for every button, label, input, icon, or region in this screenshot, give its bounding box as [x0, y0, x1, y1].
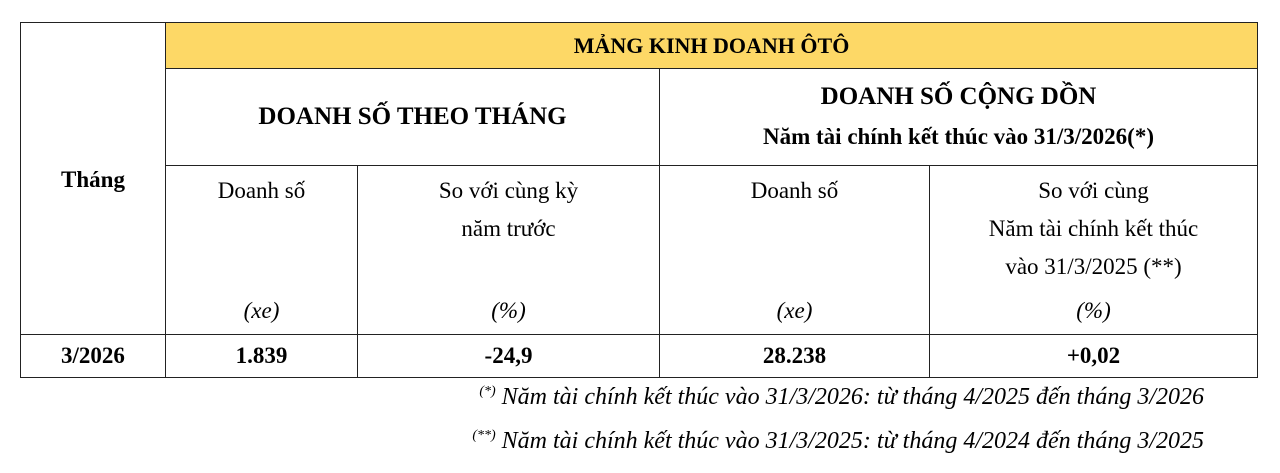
cell-monthly-sales: 1.839: [165, 334, 358, 378]
column-label-line3: vào 31/3/2025 (**): [1005, 254, 1182, 279]
cumulative-subtitle: Năm tài chính kết thúc vào 31/3/2026(*): [763, 124, 1154, 149]
footnote-mark: (*): [479, 384, 496, 399]
column-label: Doanh số: [217, 178, 306, 203]
column-unit: (%): [1076, 298, 1111, 323]
footnote-text: Năm tài chính kết thúc vào 31/3/2026: từ…: [495, 384, 1204, 410]
cell-cumulative-sales: 28.238: [659, 334, 930, 378]
column-label: Doanh số: [750, 178, 839, 203]
month-header: Tháng: [20, 22, 166, 335]
column-unit: (xe): [776, 298, 813, 323]
cell-cumulative-yoy: +0,02: [929, 334, 1258, 378]
cumulative-title: DOANH SỐ CỘNG DỒN: [820, 83, 1097, 110]
column-label: So với cùng: [1038, 178, 1149, 203]
column-label-line2: Năm tài chính kết thúc: [988, 216, 1199, 241]
column-header-monthly-yoy: So với cùng kỳ năm trước (%): [357, 165, 660, 335]
cell-month: 3/2026: [20, 334, 166, 378]
column-unit: (xe): [243, 298, 280, 323]
column-header-monthly-sales: Doanh số (xe): [165, 165, 358, 335]
column-header-cumulative-yoy: So với cùng Năm tài chính kết thúc vào 31/…: [929, 165, 1258, 335]
column-header-cumulative-sales: Doanh số (xe): [659, 165, 930, 335]
segment-title: MẢNG KINH DOANH ÔTÔ: [165, 22, 1258, 69]
footnote-1: (*) Năm tài chính kết thúc vào 31/3/2026…: [479, 384, 1204, 411]
table-row: 3/2026 1.839 -24,9 28.238 +0,02: [20, 334, 1258, 378]
auto-sales-table: Tháng MẢNG KINH DOANH ÔTÔ DOANH SỐ THEO …: [20, 22, 1258, 378]
column-unit: (%): [491, 298, 526, 323]
cumulative-group-header: DOANH SỐ CỘNG DỒN Năm tài chính kết thúc…: [659, 68, 1258, 166]
monthly-group-header: DOANH SỐ THEO THÁNG: [165, 68, 660, 166]
cell-monthly-yoy: -24,9: [357, 334, 660, 378]
column-label: So với cùng kỳ: [438, 178, 579, 203]
footnote-2: (**) Năm tài chính kết thúc vào 31/3/202…: [472, 428, 1204, 455]
column-label-line2: năm trước: [461, 216, 556, 241]
footnote-mark: (**): [472, 428, 496, 443]
footnote-text: Năm tài chính kết thúc vào 31/3/2025: từ…: [495, 428, 1204, 454]
